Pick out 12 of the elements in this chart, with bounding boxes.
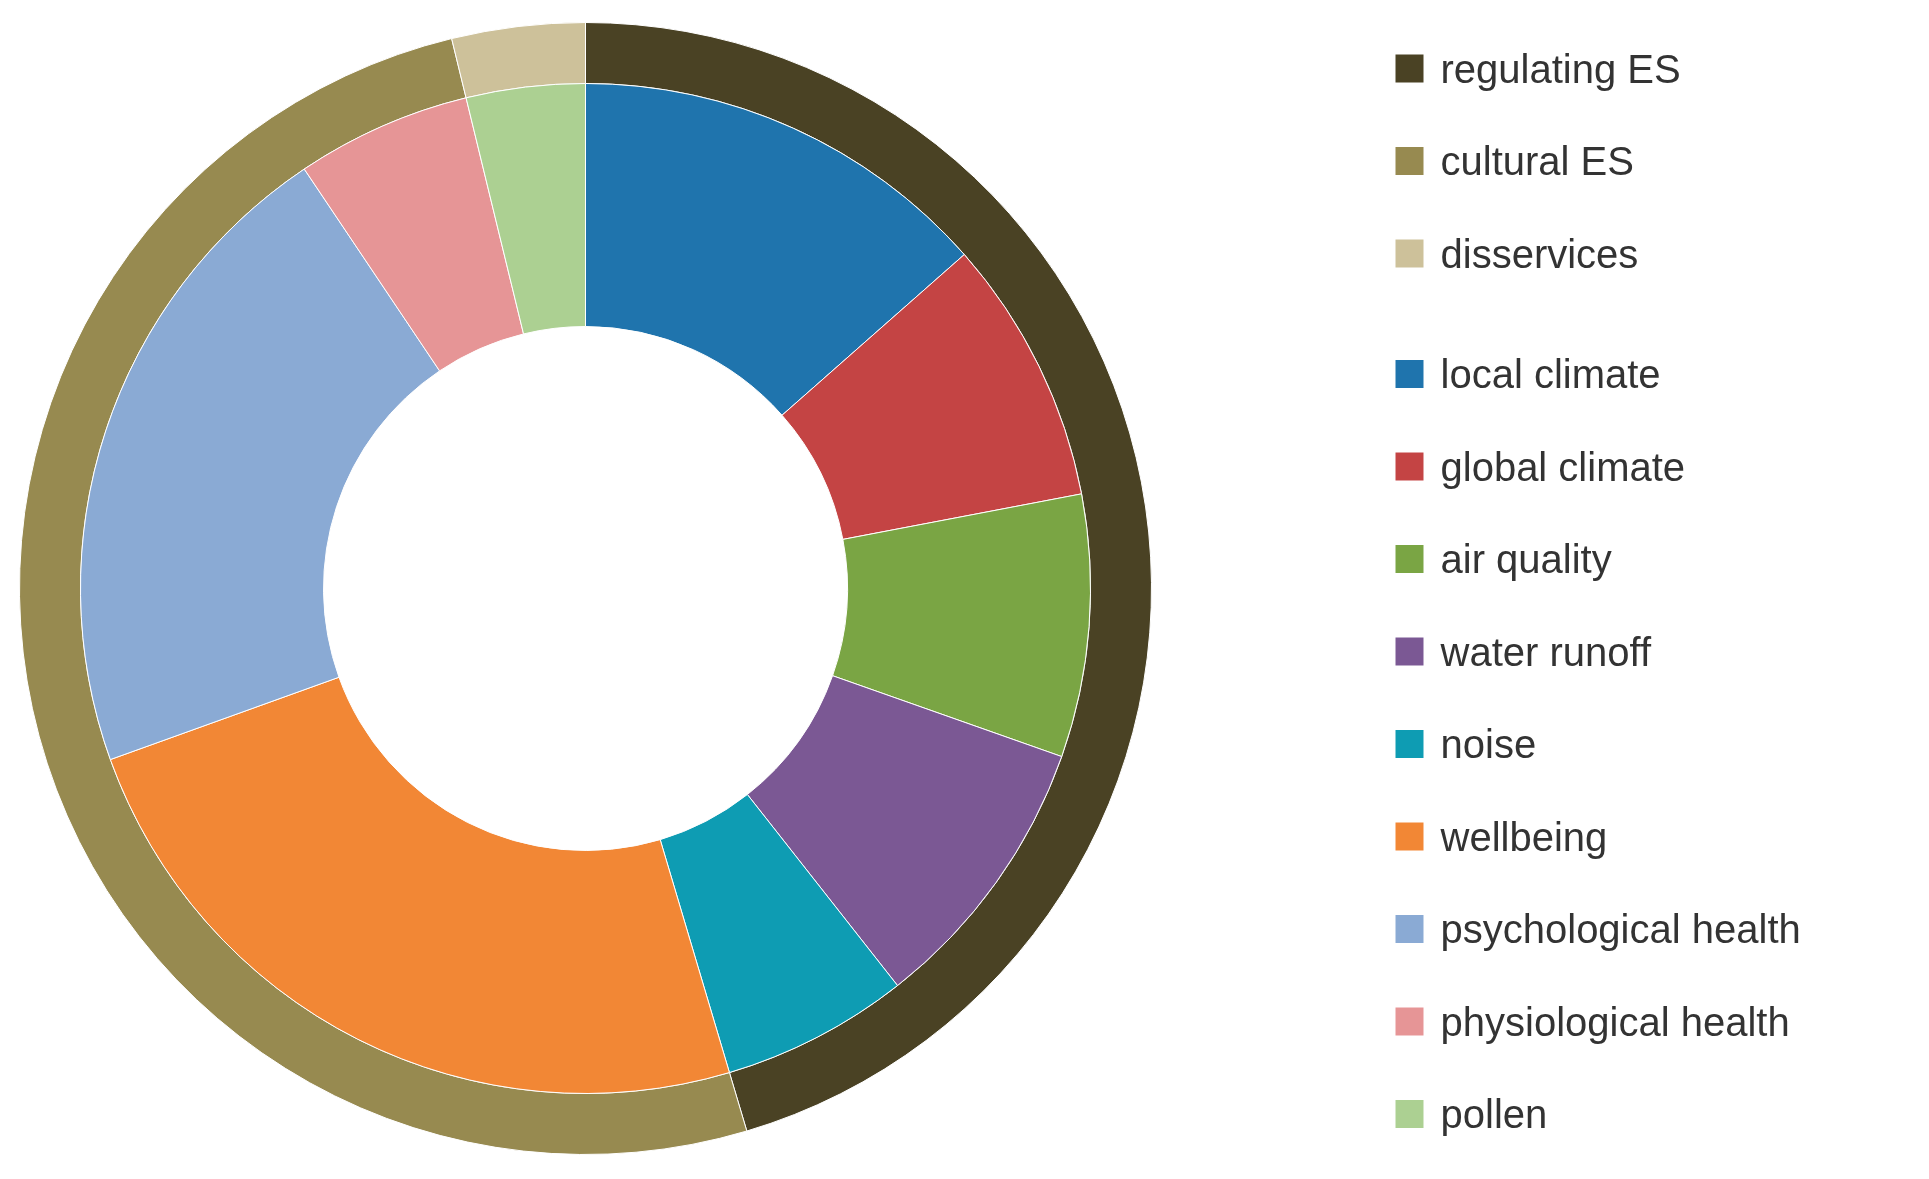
legend-label: regulating ES xyxy=(1440,46,1681,91)
legend-label: water runoff xyxy=(1439,629,1652,674)
legend-label: cultural ES xyxy=(1440,139,1634,183)
legend-label: psychological health xyxy=(1440,907,1801,951)
legend-label: wellbeing xyxy=(1439,814,1608,859)
legend-label: pollen xyxy=(1440,1092,1548,1136)
legend-label: global climate xyxy=(1440,444,1686,489)
legend-label: local climate xyxy=(1440,352,1661,396)
legend-label: noise xyxy=(1440,722,1537,766)
legend-label: physiological health xyxy=(1440,999,1790,1044)
legend-label: disservices xyxy=(1440,231,1639,276)
legend-label: air quality xyxy=(1440,537,1612,581)
